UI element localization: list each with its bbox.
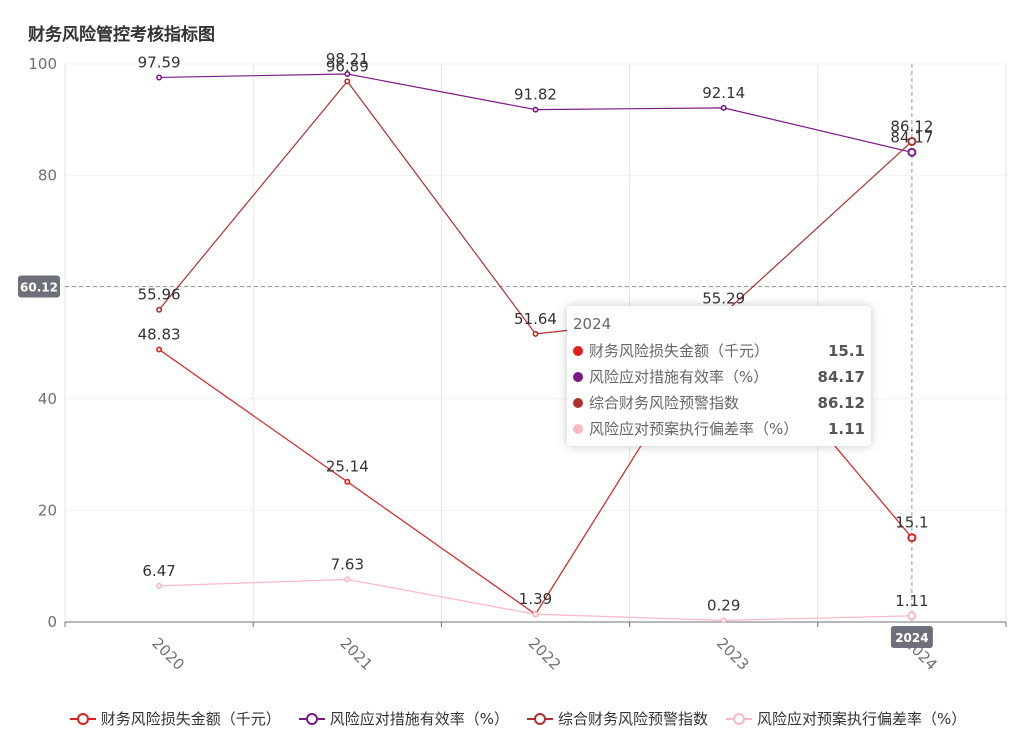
legend-item[interactable]: 风险应对措施有效率（%） bbox=[298, 708, 509, 729]
legend-item[interactable]: 综合财务风险预警指数 bbox=[527, 708, 708, 729]
data-label: 25.14 bbox=[326, 458, 369, 476]
data-point bbox=[720, 104, 727, 111]
tooltip-dot-icon bbox=[573, 424, 583, 434]
legend-circle-icon bbox=[733, 712, 746, 725]
data-point bbox=[156, 346, 163, 353]
data-point bbox=[532, 106, 539, 113]
legend-circle-icon bbox=[305, 712, 318, 725]
legend-label: 财务风险损失金额（千元） bbox=[100, 710, 281, 728]
tooltip: 2024 财务风险损失金额（千元） 15.1 风险应对措施有效率（%） 84.1… bbox=[567, 306, 871, 446]
tooltip-value: 84.17 bbox=[817, 368, 865, 386]
data-point bbox=[156, 582, 163, 589]
y-tick-label: 80 bbox=[38, 167, 57, 185]
data-label: 15.1 bbox=[895, 514, 928, 532]
tooltip-series-name: 综合财务风险预警指数 bbox=[589, 394, 740, 412]
data-point bbox=[532, 611, 539, 618]
tooltip-row: 综合财务风险预警指数 86.12 bbox=[573, 390, 865, 416]
x-tick-label: 2020 bbox=[148, 634, 188, 674]
data-label: 1.39 bbox=[519, 590, 552, 608]
tooltip-row: 财务风险损失金额（千元） 15.1 bbox=[573, 338, 865, 364]
data-label: 91.82 bbox=[514, 86, 557, 104]
data-label: 7.63 bbox=[331, 555, 364, 573]
legend-label: 风险应对措施有效率（%） bbox=[329, 710, 509, 728]
data-label: 1.11 bbox=[895, 592, 928, 610]
data-label: 55.29 bbox=[702, 289, 745, 307]
tooltip-title: 2024 bbox=[573, 315, 612, 333]
legend-line-icon bbox=[527, 712, 553, 725]
tooltip-series-name: 风险应对措施有效率（%） bbox=[589, 368, 769, 386]
crosshair-x-badge bbox=[890, 626, 933, 648]
data-label: 48.83 bbox=[138, 326, 181, 344]
legend-item[interactable]: 财务风险损失金额（千元） bbox=[69, 708, 281, 729]
data-point bbox=[344, 478, 351, 485]
y-tick-label: 20 bbox=[38, 501, 57, 519]
tooltip-series-name: 风险应对预案执行偏差率（%） bbox=[589, 420, 799, 438]
y-tick-label: 0 bbox=[47, 613, 57, 631]
data-point bbox=[720, 617, 727, 624]
tooltip-dot-icon bbox=[573, 346, 583, 356]
legend-circle-icon bbox=[534, 712, 546, 725]
data-point bbox=[907, 147, 917, 157]
legend-line-icon bbox=[69, 712, 96, 725]
data-label: 6.47 bbox=[142, 562, 175, 580]
line-chart: 0204060801002020202120222023202448.8325.… bbox=[18, 50, 1007, 674]
data-point bbox=[344, 70, 351, 77]
data-point bbox=[344, 576, 351, 583]
legend-label: 综合财务风险预警指数 bbox=[558, 710, 709, 728]
legend-item[interactable]: 风险应对预案执行偏差率（%） bbox=[726, 708, 966, 729]
chart-title: 财务风险管控考核指标图 bbox=[28, 25, 215, 45]
legend-circle-icon bbox=[76, 712, 89, 725]
data-label: 92.14 bbox=[702, 84, 745, 102]
data-label: 51.64 bbox=[514, 310, 557, 328]
tooltip-dot-icon bbox=[573, 372, 583, 382]
data-label: 0.29 bbox=[707, 596, 740, 614]
crosshair-x-label: 2024 bbox=[895, 631, 928, 645]
data-point bbox=[532, 330, 539, 337]
tooltip-value: 86.12 bbox=[817, 394, 865, 412]
tooltip-value: 1.11 bbox=[827, 420, 865, 438]
data-point bbox=[907, 533, 917, 543]
data-label: 97.59 bbox=[138, 53, 181, 71]
data-label: 98.21 bbox=[326, 50, 369, 68]
tooltip-row: 风险应对措施有效率（%） 84.17 bbox=[573, 364, 865, 390]
y-tick-label: 100 bbox=[28, 55, 57, 73]
data-label: 96.89 bbox=[326, 57, 369, 75]
data-label: 86.12 bbox=[890, 117, 933, 135]
data-point bbox=[907, 136, 917, 146]
data-point bbox=[156, 74, 163, 81]
data-point bbox=[344, 78, 351, 85]
crosshair-y-label: 60.12 bbox=[20, 281, 58, 295]
series-line bbox=[158, 80, 913, 335]
data-point bbox=[907, 611, 917, 621]
x-tick-label: 2023 bbox=[713, 634, 753, 674]
legend-line-icon bbox=[298, 712, 325, 725]
y-tick-label: 40 bbox=[38, 390, 57, 408]
legend: 财务风险损失金额（千元） 风险应对措施有效率（%） 综合财务风险预警指数 风险应… bbox=[0, 708, 1036, 729]
tooltip-value: 15.1 bbox=[827, 342, 865, 360]
x-tick-label: 2022 bbox=[525, 634, 565, 674]
data-label: 55.96 bbox=[138, 286, 181, 304]
tooltip-dot-icon bbox=[573, 398, 583, 408]
crosshair-y-badge bbox=[18, 275, 60, 298]
x-tick-label: 2021 bbox=[336, 634, 376, 674]
tooltip-row: 风险应对预案执行偏差率（%） 1.11 bbox=[573, 416, 865, 442]
legend-label: 风险应对预案执行偏差率（%） bbox=[757, 710, 967, 728]
tooltip-series-name: 财务风险损失金额（千元） bbox=[589, 342, 770, 360]
legend-line-icon bbox=[726, 712, 753, 725]
data-point bbox=[156, 306, 163, 313]
